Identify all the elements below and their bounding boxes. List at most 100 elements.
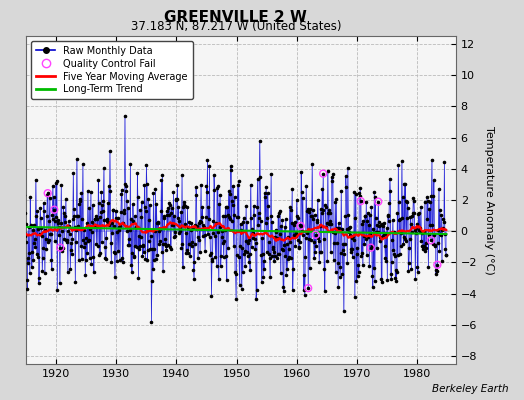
Point bbox=[296, 221, 304, 228]
Point bbox=[215, 224, 224, 230]
Point bbox=[280, 224, 289, 231]
Point bbox=[289, 265, 297, 272]
Point bbox=[182, 230, 191, 237]
Point bbox=[223, 204, 231, 210]
Point bbox=[101, 255, 110, 261]
Point bbox=[341, 241, 349, 247]
Point bbox=[376, 234, 385, 240]
Point bbox=[382, 258, 390, 264]
Point bbox=[174, 204, 183, 211]
Point bbox=[291, 230, 300, 236]
Point bbox=[439, 225, 447, 232]
Point bbox=[260, 190, 269, 196]
Point bbox=[347, 249, 355, 255]
Point bbox=[60, 236, 69, 242]
Point bbox=[23, 277, 31, 283]
Point bbox=[221, 212, 229, 219]
Point bbox=[417, 204, 425, 210]
Point bbox=[147, 319, 156, 325]
Point bbox=[31, 244, 39, 250]
Point bbox=[190, 276, 198, 282]
Point bbox=[73, 213, 81, 219]
Point bbox=[282, 272, 290, 278]
Point bbox=[187, 220, 195, 226]
Point bbox=[75, 201, 83, 207]
Point bbox=[119, 210, 128, 216]
Point bbox=[139, 243, 148, 250]
Point bbox=[196, 248, 204, 255]
Point bbox=[194, 234, 203, 241]
Point bbox=[150, 246, 159, 252]
Point bbox=[425, 222, 434, 228]
Point bbox=[330, 257, 338, 263]
Point bbox=[281, 252, 289, 259]
Point bbox=[411, 276, 420, 283]
Point bbox=[235, 282, 244, 288]
Point bbox=[302, 208, 311, 214]
Point bbox=[137, 233, 145, 240]
Point bbox=[160, 215, 169, 221]
Point bbox=[146, 246, 155, 252]
Point bbox=[413, 264, 421, 270]
Point bbox=[433, 268, 441, 274]
Point bbox=[297, 223, 305, 229]
Point bbox=[415, 210, 423, 217]
Point bbox=[412, 221, 421, 228]
Point bbox=[158, 172, 167, 178]
Point bbox=[140, 182, 149, 188]
Point bbox=[339, 241, 347, 248]
Point bbox=[156, 226, 165, 232]
Point bbox=[48, 266, 56, 272]
Point bbox=[313, 196, 322, 203]
Point bbox=[157, 207, 165, 214]
Point bbox=[356, 185, 364, 191]
Point bbox=[255, 138, 264, 144]
Point bbox=[380, 242, 389, 249]
Point bbox=[272, 235, 281, 241]
Point bbox=[81, 239, 89, 246]
Point bbox=[104, 200, 112, 206]
Point bbox=[377, 222, 385, 228]
Point bbox=[353, 251, 361, 258]
Point bbox=[428, 222, 436, 229]
Point bbox=[86, 226, 94, 232]
Point bbox=[182, 250, 190, 257]
Point bbox=[290, 232, 298, 239]
Point bbox=[428, 156, 436, 163]
Point bbox=[219, 213, 227, 219]
Point bbox=[114, 248, 123, 254]
Point bbox=[358, 262, 367, 268]
Point bbox=[364, 210, 372, 216]
Point bbox=[141, 256, 149, 262]
Point bbox=[75, 198, 84, 204]
Point bbox=[67, 247, 75, 253]
Point bbox=[283, 266, 291, 272]
Point bbox=[266, 274, 274, 280]
Point bbox=[385, 199, 394, 206]
Point bbox=[205, 162, 214, 169]
Point bbox=[203, 157, 212, 163]
Point bbox=[187, 226, 195, 233]
Point bbox=[211, 254, 220, 260]
Point bbox=[368, 284, 377, 290]
Point bbox=[256, 174, 264, 180]
Point bbox=[366, 230, 375, 237]
Point bbox=[125, 236, 133, 243]
Point bbox=[77, 243, 85, 249]
Point bbox=[278, 216, 286, 223]
Point bbox=[310, 238, 318, 245]
Point bbox=[172, 196, 181, 202]
Point bbox=[115, 226, 123, 233]
Point bbox=[30, 236, 39, 242]
Point bbox=[357, 250, 366, 256]
Point bbox=[193, 222, 201, 229]
Point bbox=[124, 205, 132, 211]
Point bbox=[364, 233, 373, 240]
Point bbox=[33, 208, 41, 214]
Point bbox=[293, 215, 302, 222]
Point bbox=[441, 246, 450, 252]
Point bbox=[83, 249, 92, 256]
Point bbox=[149, 190, 158, 196]
Point bbox=[239, 219, 247, 225]
Point bbox=[373, 245, 381, 251]
